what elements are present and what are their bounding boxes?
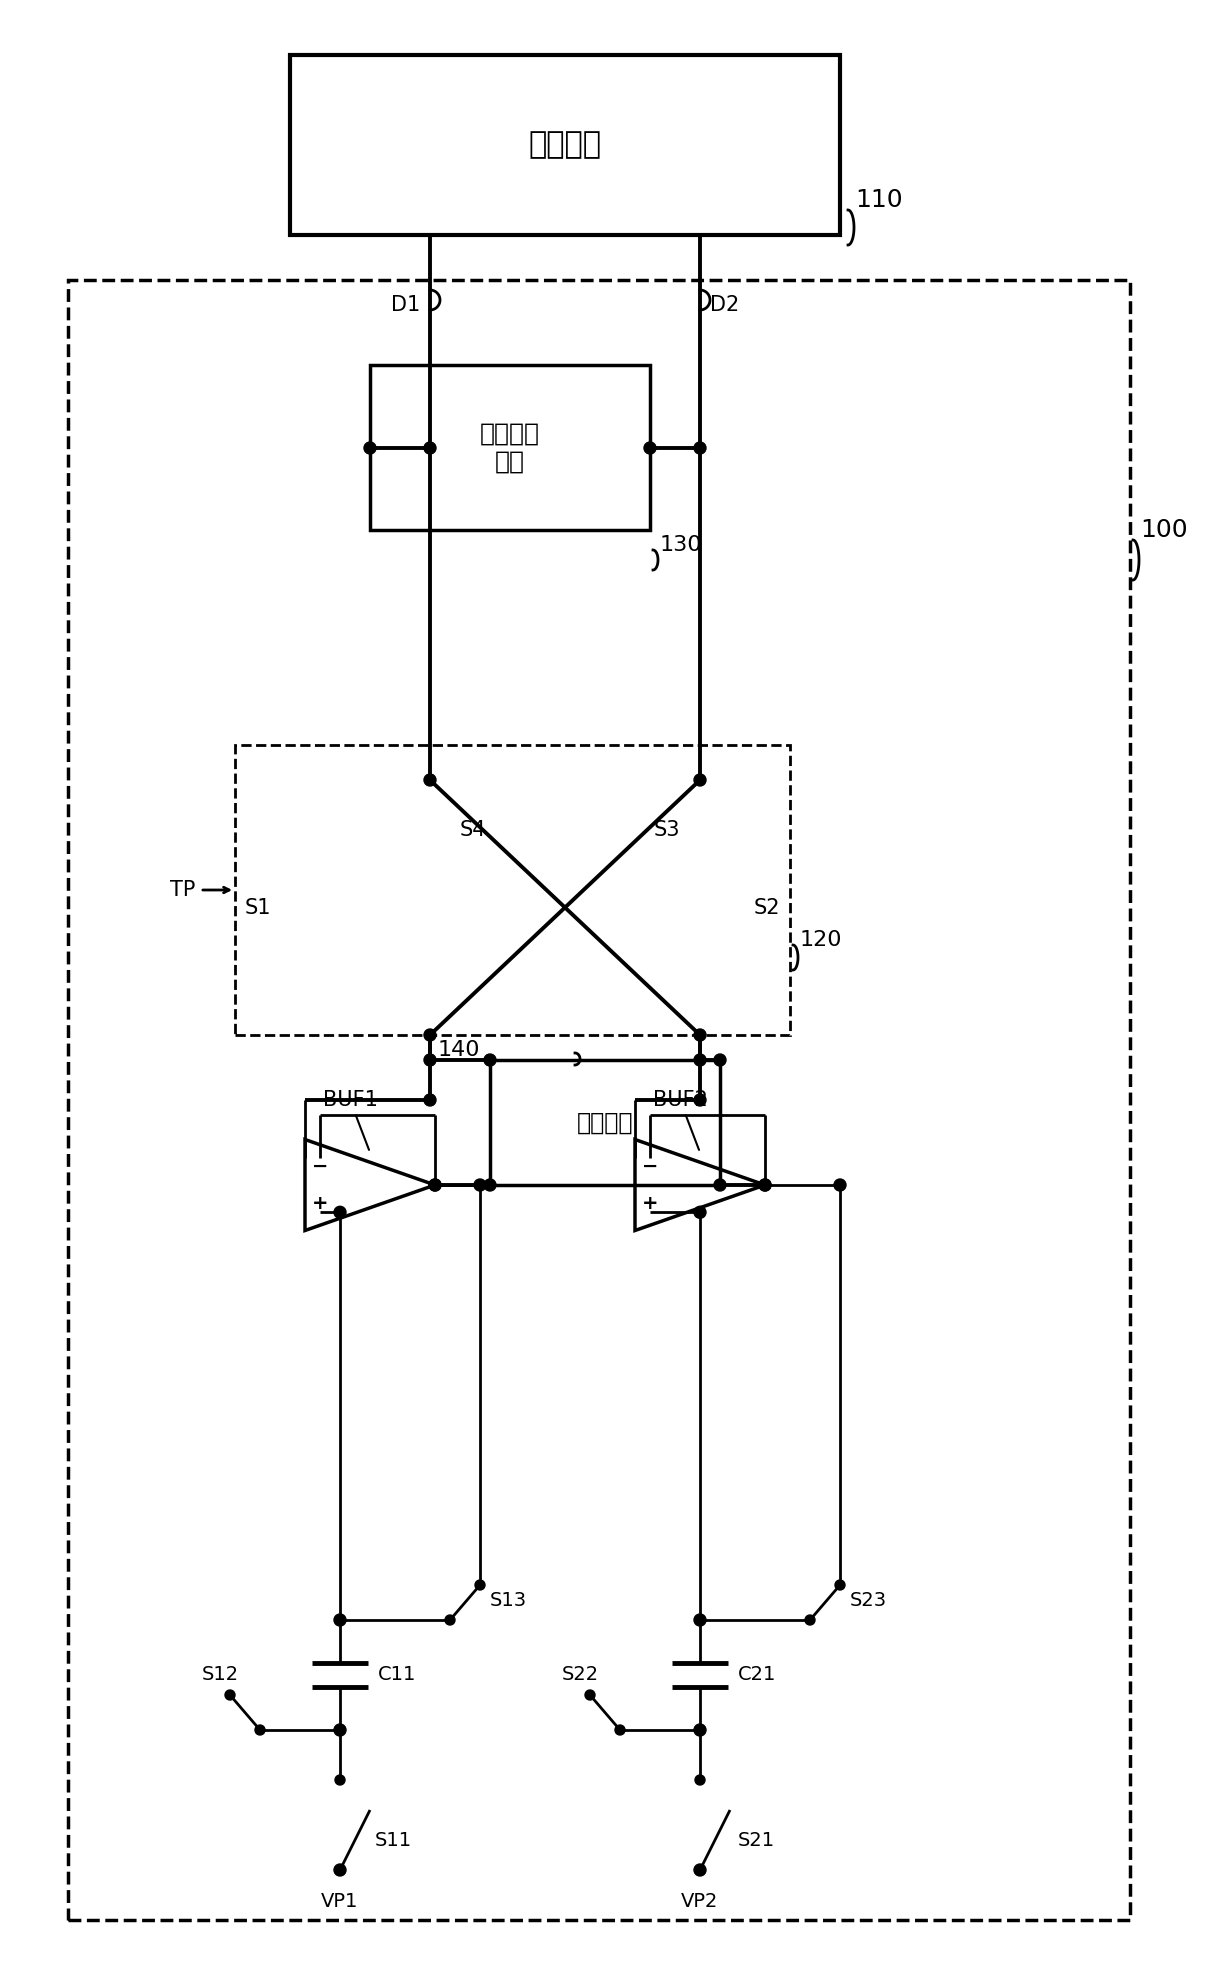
Text: TP: TP — [169, 880, 195, 899]
Circle shape — [806, 1616, 815, 1626]
Text: S22: S22 — [561, 1665, 598, 1685]
Circle shape — [475, 1580, 485, 1590]
Circle shape — [335, 1775, 345, 1785]
Circle shape — [474, 1179, 486, 1191]
Circle shape — [424, 773, 436, 785]
Circle shape — [424, 1055, 436, 1067]
Text: 100: 100 — [1140, 518, 1187, 541]
Circle shape — [694, 773, 706, 785]
Text: 显示面板: 显示面板 — [528, 130, 602, 159]
Circle shape — [759, 1179, 771, 1191]
Text: S21: S21 — [738, 1830, 775, 1850]
Text: 调整电路: 调整电路 — [577, 1110, 634, 1134]
Circle shape — [429, 1179, 441, 1191]
Circle shape — [694, 443, 706, 455]
Circle shape — [335, 1866, 345, 1876]
Text: +: + — [642, 1195, 658, 1212]
Text: S23: S23 — [850, 1590, 887, 1610]
Text: 120: 120 — [799, 931, 842, 951]
Circle shape — [585, 1691, 596, 1700]
Text: C21: C21 — [738, 1665, 776, 1685]
Circle shape — [429, 1179, 441, 1191]
Text: S1: S1 — [246, 897, 271, 917]
Text: S4: S4 — [460, 821, 486, 840]
Circle shape — [834, 1179, 846, 1191]
Circle shape — [424, 443, 436, 455]
Circle shape — [334, 1724, 346, 1736]
Text: 110: 110 — [855, 189, 903, 213]
Circle shape — [255, 1726, 265, 1736]
Text: −: − — [312, 1157, 328, 1177]
Circle shape — [694, 1864, 706, 1876]
Circle shape — [713, 1179, 726, 1191]
Text: −: − — [642, 1157, 658, 1177]
Text: 130: 130 — [659, 535, 702, 555]
Circle shape — [363, 443, 376, 455]
Text: VP2: VP2 — [682, 1891, 718, 1911]
Bar — [290, 55, 840, 234]
Bar — [68, 279, 1130, 1921]
Circle shape — [334, 1206, 346, 1218]
Text: S3: S3 — [653, 821, 680, 840]
Text: BUF2: BUF2 — [652, 1090, 707, 1149]
Circle shape — [694, 1055, 706, 1067]
Circle shape — [759, 1179, 771, 1191]
Text: D2: D2 — [710, 295, 739, 315]
Circle shape — [334, 1614, 346, 1626]
Bar — [370, 364, 650, 529]
Circle shape — [694, 1029, 706, 1041]
Circle shape — [334, 1864, 346, 1876]
Text: S12: S12 — [201, 1665, 238, 1685]
Text: BUF1: BUF1 — [323, 1090, 377, 1149]
Text: D1: D1 — [391, 295, 420, 315]
Circle shape — [484, 1055, 496, 1067]
Circle shape — [695, 1866, 705, 1876]
Bar — [235, 746, 790, 1035]
Circle shape — [424, 1029, 436, 1041]
Circle shape — [694, 1724, 706, 1736]
Text: 140: 140 — [437, 1039, 480, 1061]
Circle shape — [835, 1580, 845, 1590]
Circle shape — [694, 1094, 706, 1106]
Text: 电荷分配
电路: 电荷分配 电路 — [480, 421, 540, 474]
Text: S11: S11 — [375, 1830, 413, 1850]
Text: +: + — [312, 1195, 328, 1212]
Circle shape — [694, 1206, 706, 1218]
Text: S2: S2 — [754, 897, 780, 917]
Circle shape — [225, 1691, 235, 1700]
Circle shape — [695, 1775, 705, 1785]
Bar — [490, 1061, 720, 1185]
Text: C11: C11 — [378, 1665, 416, 1685]
Circle shape — [615, 1726, 625, 1736]
Circle shape — [694, 1614, 706, 1626]
Text: VP1: VP1 — [322, 1891, 359, 1911]
Text: S13: S13 — [490, 1590, 527, 1610]
Circle shape — [643, 443, 656, 455]
Circle shape — [713, 1055, 726, 1067]
Circle shape — [445, 1616, 456, 1626]
Circle shape — [484, 1179, 496, 1191]
Circle shape — [424, 1094, 436, 1106]
